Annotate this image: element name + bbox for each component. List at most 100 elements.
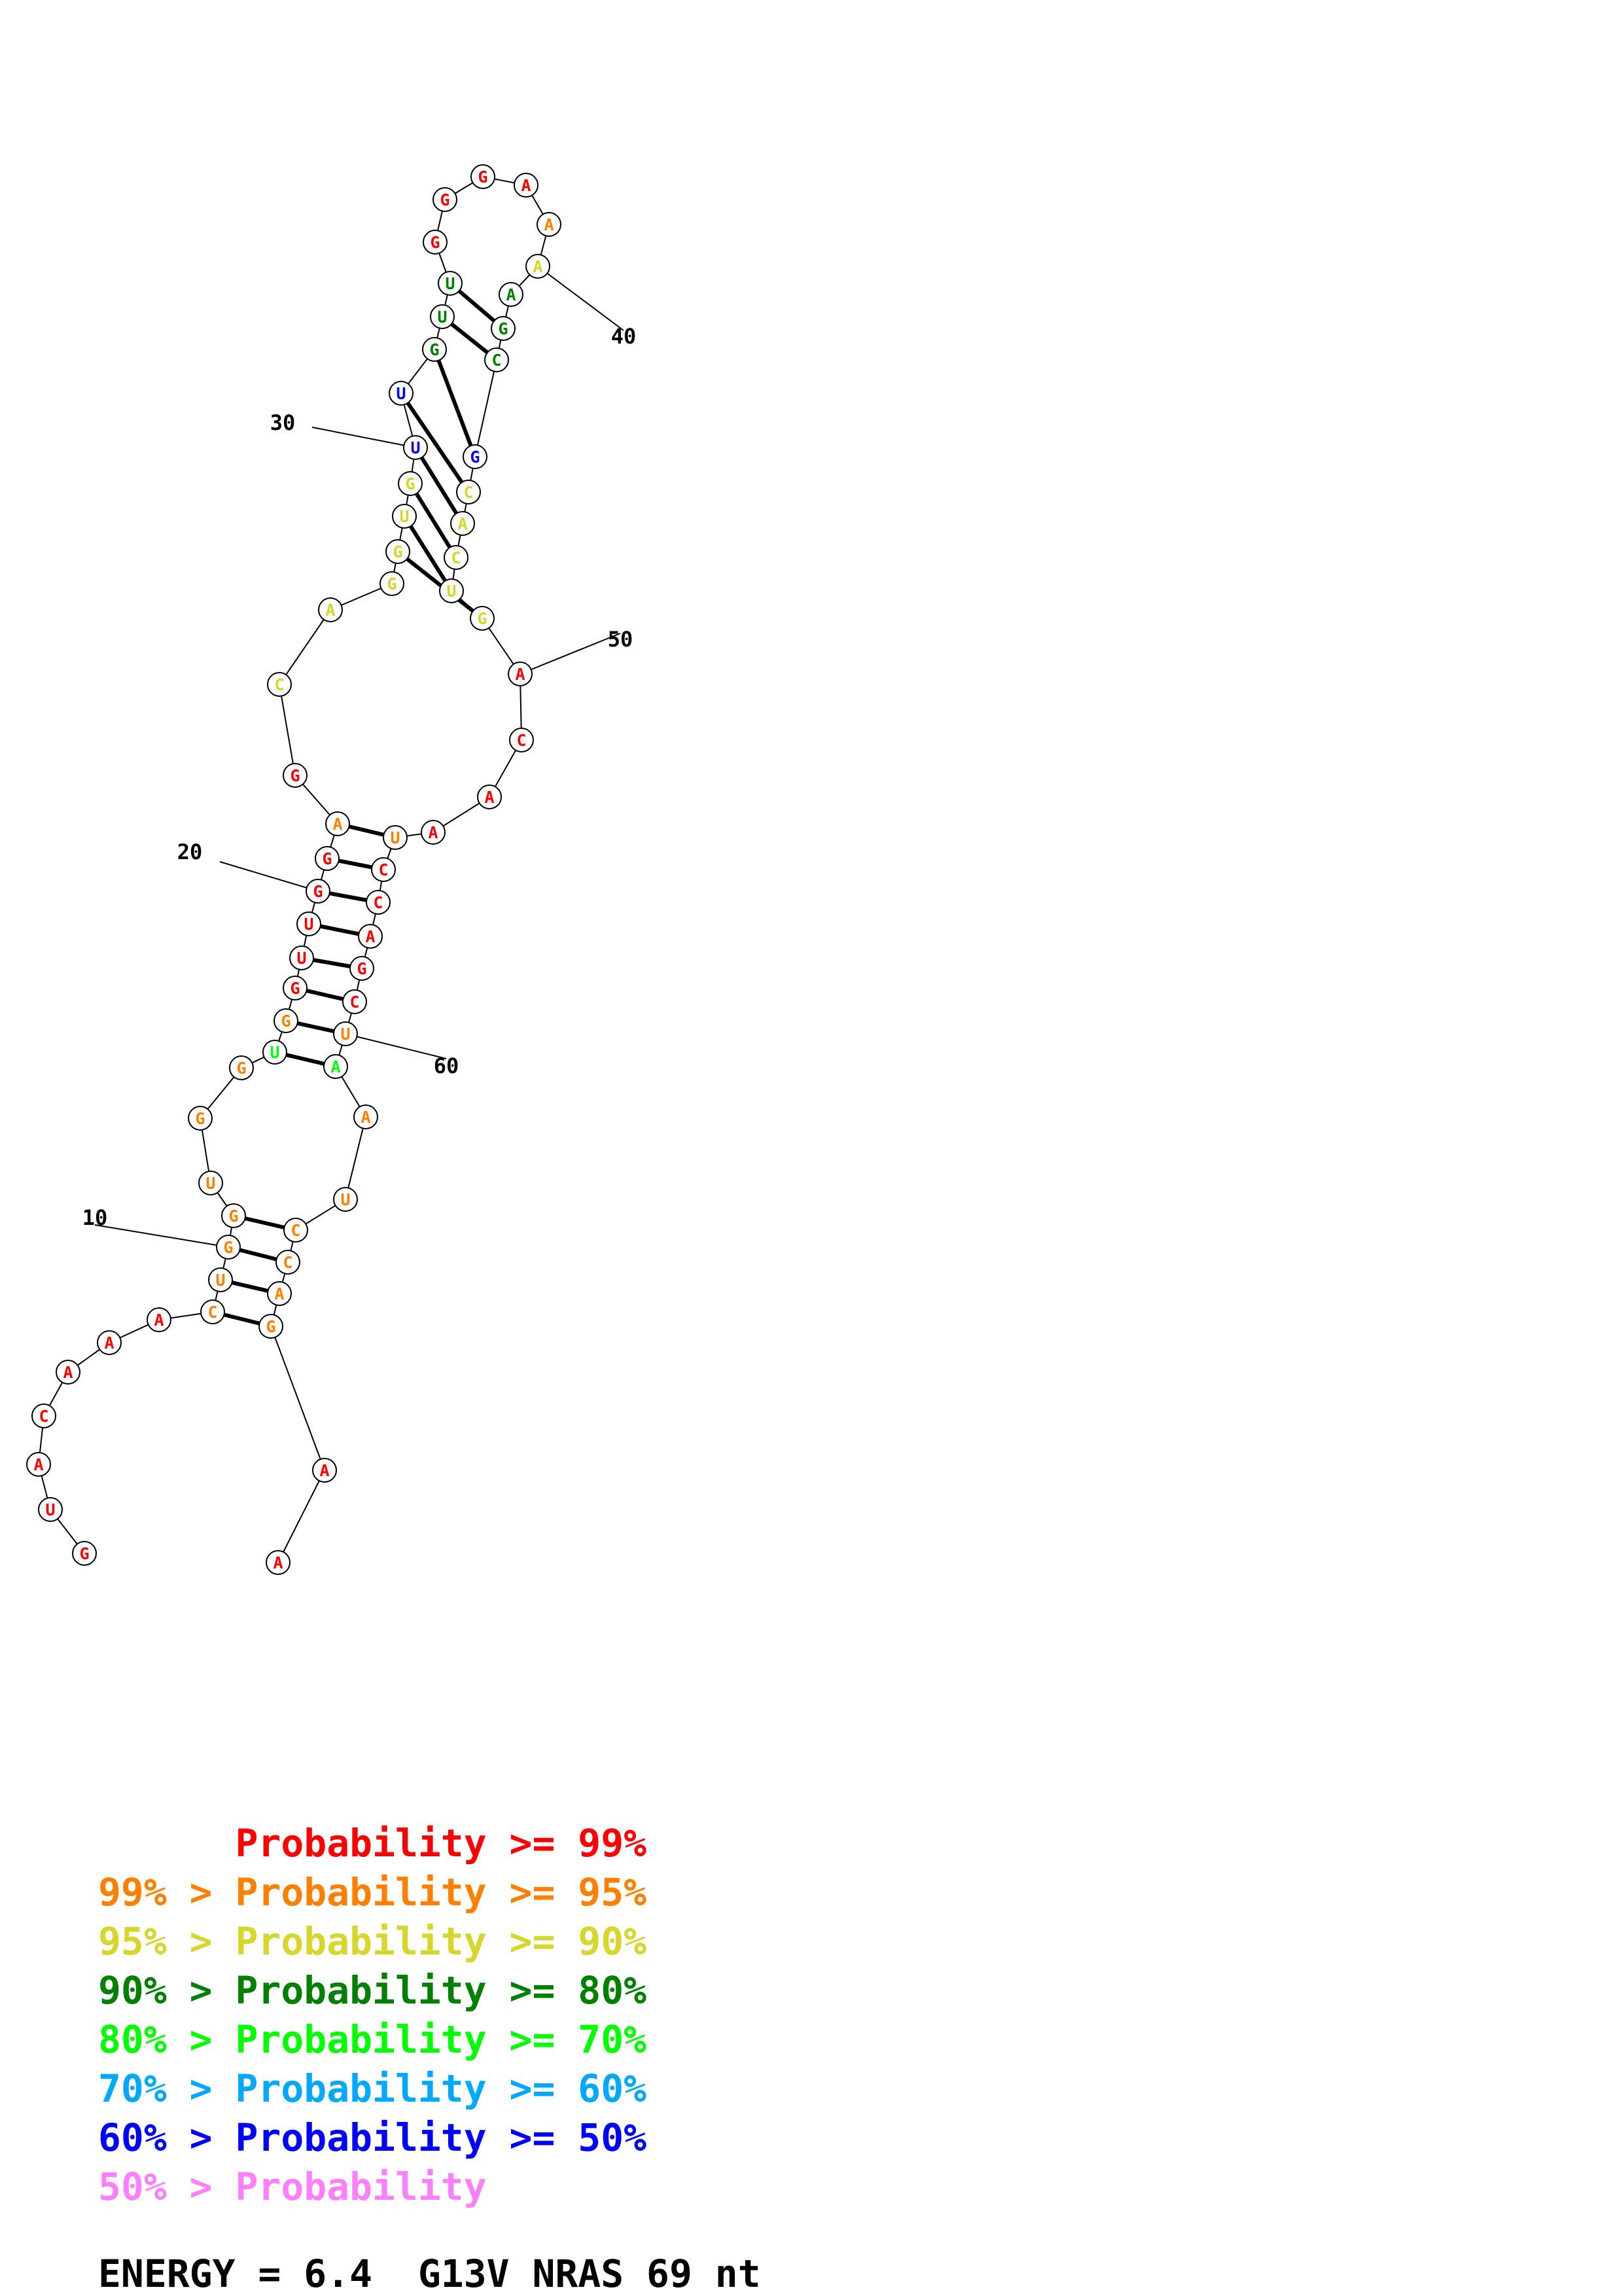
nucleotide-7: A bbox=[147, 1307, 171, 1332]
legend-prefix: 90% > bbox=[98, 1968, 236, 2013]
nucleotide-circle bbox=[72, 1541, 97, 1566]
nucleotide-40: A bbox=[525, 254, 550, 279]
nucleotide-circle bbox=[325, 811, 350, 836]
legend-text: Probability >= 99% bbox=[235, 1821, 647, 1865]
nucleotide-50: A bbox=[508, 662, 533, 686]
legend-prefix: 70% > bbox=[98, 2066, 236, 2111]
nucleotide-5: A bbox=[56, 1360, 80, 1385]
index-tick-10 bbox=[94, 1224, 229, 1248]
nucleotide-letter: A bbox=[515, 665, 525, 684]
legend-row-7: 60% > Probability >= 50% bbox=[98, 2119, 646, 2157]
nucleotide-circle bbox=[432, 187, 457, 212]
legend-row-1: Probability >= 99% bbox=[98, 1821, 647, 1865]
energy-caption: ENERGY = 6.4 G13V NRAS 69 nt bbox=[98, 2252, 761, 2296]
nucleotide-circle bbox=[229, 1055, 254, 1080]
nucleotide-circle bbox=[349, 956, 374, 981]
legend-text: Probability >= 70% bbox=[235, 2017, 647, 2062]
nucleotide-circle bbox=[283, 1218, 308, 1243]
nucleotide-circle bbox=[258, 1314, 283, 1339]
nucleotide-letter: G bbox=[405, 474, 415, 493]
index-tick-60 bbox=[345, 1033, 447, 1059]
nucleotide-circle bbox=[275, 1250, 300, 1275]
nucleotide-letter: A bbox=[361, 1108, 370, 1127]
nucleotide-circle bbox=[470, 164, 495, 189]
nucleotide-letter: G bbox=[79, 1544, 89, 1563]
nucleotide-circle bbox=[438, 271, 463, 296]
nucleotide-48: U bbox=[439, 578, 464, 603]
backbone-link-24-25 bbox=[279, 609, 331, 685]
nucleotide-circle bbox=[342, 989, 367, 1014]
nucleotide-circle bbox=[333, 1021, 358, 1046]
nucleotide-letter: C bbox=[39, 1407, 48, 1426]
nucleotide-4: C bbox=[31, 1404, 56, 1428]
nucleotide-circle bbox=[423, 230, 448, 255]
nucleotide-circle bbox=[379, 571, 404, 596]
nucleotide-22: A bbox=[325, 811, 350, 836]
legend-row-6: 70% > Probability >= 60% bbox=[98, 2070, 646, 2108]
nucleotide-letter: U bbox=[410, 438, 420, 457]
nucleotide-36: G bbox=[432, 187, 457, 212]
nucleotide-circle bbox=[262, 1040, 287, 1065]
base-pair-28-48 bbox=[402, 515, 453, 592]
nucleotide-letter: C bbox=[349, 993, 359, 1012]
nucleotide-52: A bbox=[477, 785, 502, 809]
nucleotide-6: A bbox=[97, 1330, 122, 1355]
nucleotide-letter: U bbox=[304, 915, 313, 934]
nucleotide-14: G bbox=[229, 1055, 254, 1080]
nucleotide-2: U bbox=[38, 1497, 63, 1522]
nucleotide-46: A bbox=[450, 511, 475, 536]
nucleotide-letter: U bbox=[45, 1500, 55, 1519]
base-pair-32-44 bbox=[432, 348, 477, 458]
nucleotide-circle bbox=[385, 539, 410, 564]
nucleotide-circle bbox=[296, 911, 321, 936]
nucleotide-letter: G bbox=[387, 574, 397, 593]
nucleotide-letter: A bbox=[365, 927, 375, 946]
nucleotide-65: C bbox=[275, 1250, 300, 1275]
legend-prefix bbox=[98, 1821, 236, 1865]
nucleotide-circle bbox=[188, 1106, 213, 1131]
nucleotide-37: G bbox=[470, 164, 495, 189]
index-tick-40 bbox=[537, 266, 624, 331]
nucleotide-letter: U bbox=[215, 1271, 225, 1290]
nucleotide-circle bbox=[537, 212, 561, 237]
nucleotide-21: G bbox=[315, 846, 340, 871]
nucleotide-25: A bbox=[318, 597, 343, 622]
nucleotide-circle bbox=[509, 728, 534, 752]
legend-prefix: 95% > bbox=[98, 1919, 236, 1964]
legend-text: Probability >= 50% bbox=[235, 2115, 647, 2160]
nucleotide-61: A bbox=[323, 1054, 348, 1079]
nucleotide-letter: U bbox=[270, 1043, 279, 1062]
legend-prefix: 60% > bbox=[98, 2115, 236, 2160]
nucleotide-letter: A bbox=[319, 1461, 329, 1480]
nucleotide-circle bbox=[470, 606, 495, 631]
nucleotide-circle bbox=[392, 504, 417, 529]
nucleotide-circle bbox=[273, 1008, 298, 1033]
index-label-10: 10 bbox=[82, 1205, 108, 1230]
nucleotide-letter: G bbox=[195, 1109, 205, 1128]
nucleotide-8: C bbox=[200, 1299, 225, 1324]
nucleotide-letter: A bbox=[506, 285, 516, 304]
nucleotide-letter: A bbox=[325, 601, 335, 620]
nucleotide-16: G bbox=[273, 1008, 298, 1033]
nucleotide-29: G bbox=[398, 471, 423, 496]
nucleotide-letter: A bbox=[484, 788, 494, 807]
nucleotide-11: G bbox=[221, 1203, 246, 1228]
nucleotide-circle bbox=[318, 597, 343, 622]
nucleotide-circle bbox=[508, 662, 533, 686]
nucleotide-51: C bbox=[509, 728, 534, 752]
nucleotide-letter: U bbox=[340, 1190, 350, 1209]
nucleotide-32: G bbox=[422, 337, 447, 362]
nucleotide-letter: A bbox=[457, 514, 467, 533]
legend-text: Probability >= 90% bbox=[235, 1919, 647, 1964]
index-label-40: 40 bbox=[611, 324, 637, 349]
nucleotide-circle bbox=[366, 890, 391, 915]
nucleotide-letter: C bbox=[451, 548, 461, 567]
nucleotide-42: G bbox=[491, 316, 516, 341]
nucleotide-letter: C bbox=[291, 1221, 300, 1240]
backbone-link-23-24 bbox=[279, 684, 296, 776]
legend-row-3: 95% > Probability >= 90% bbox=[98, 1922, 646, 1960]
legend-prefix: 99% > bbox=[98, 1870, 236, 1915]
nucleotide-26: G bbox=[379, 571, 404, 596]
nucleotide-circle bbox=[358, 924, 383, 949]
